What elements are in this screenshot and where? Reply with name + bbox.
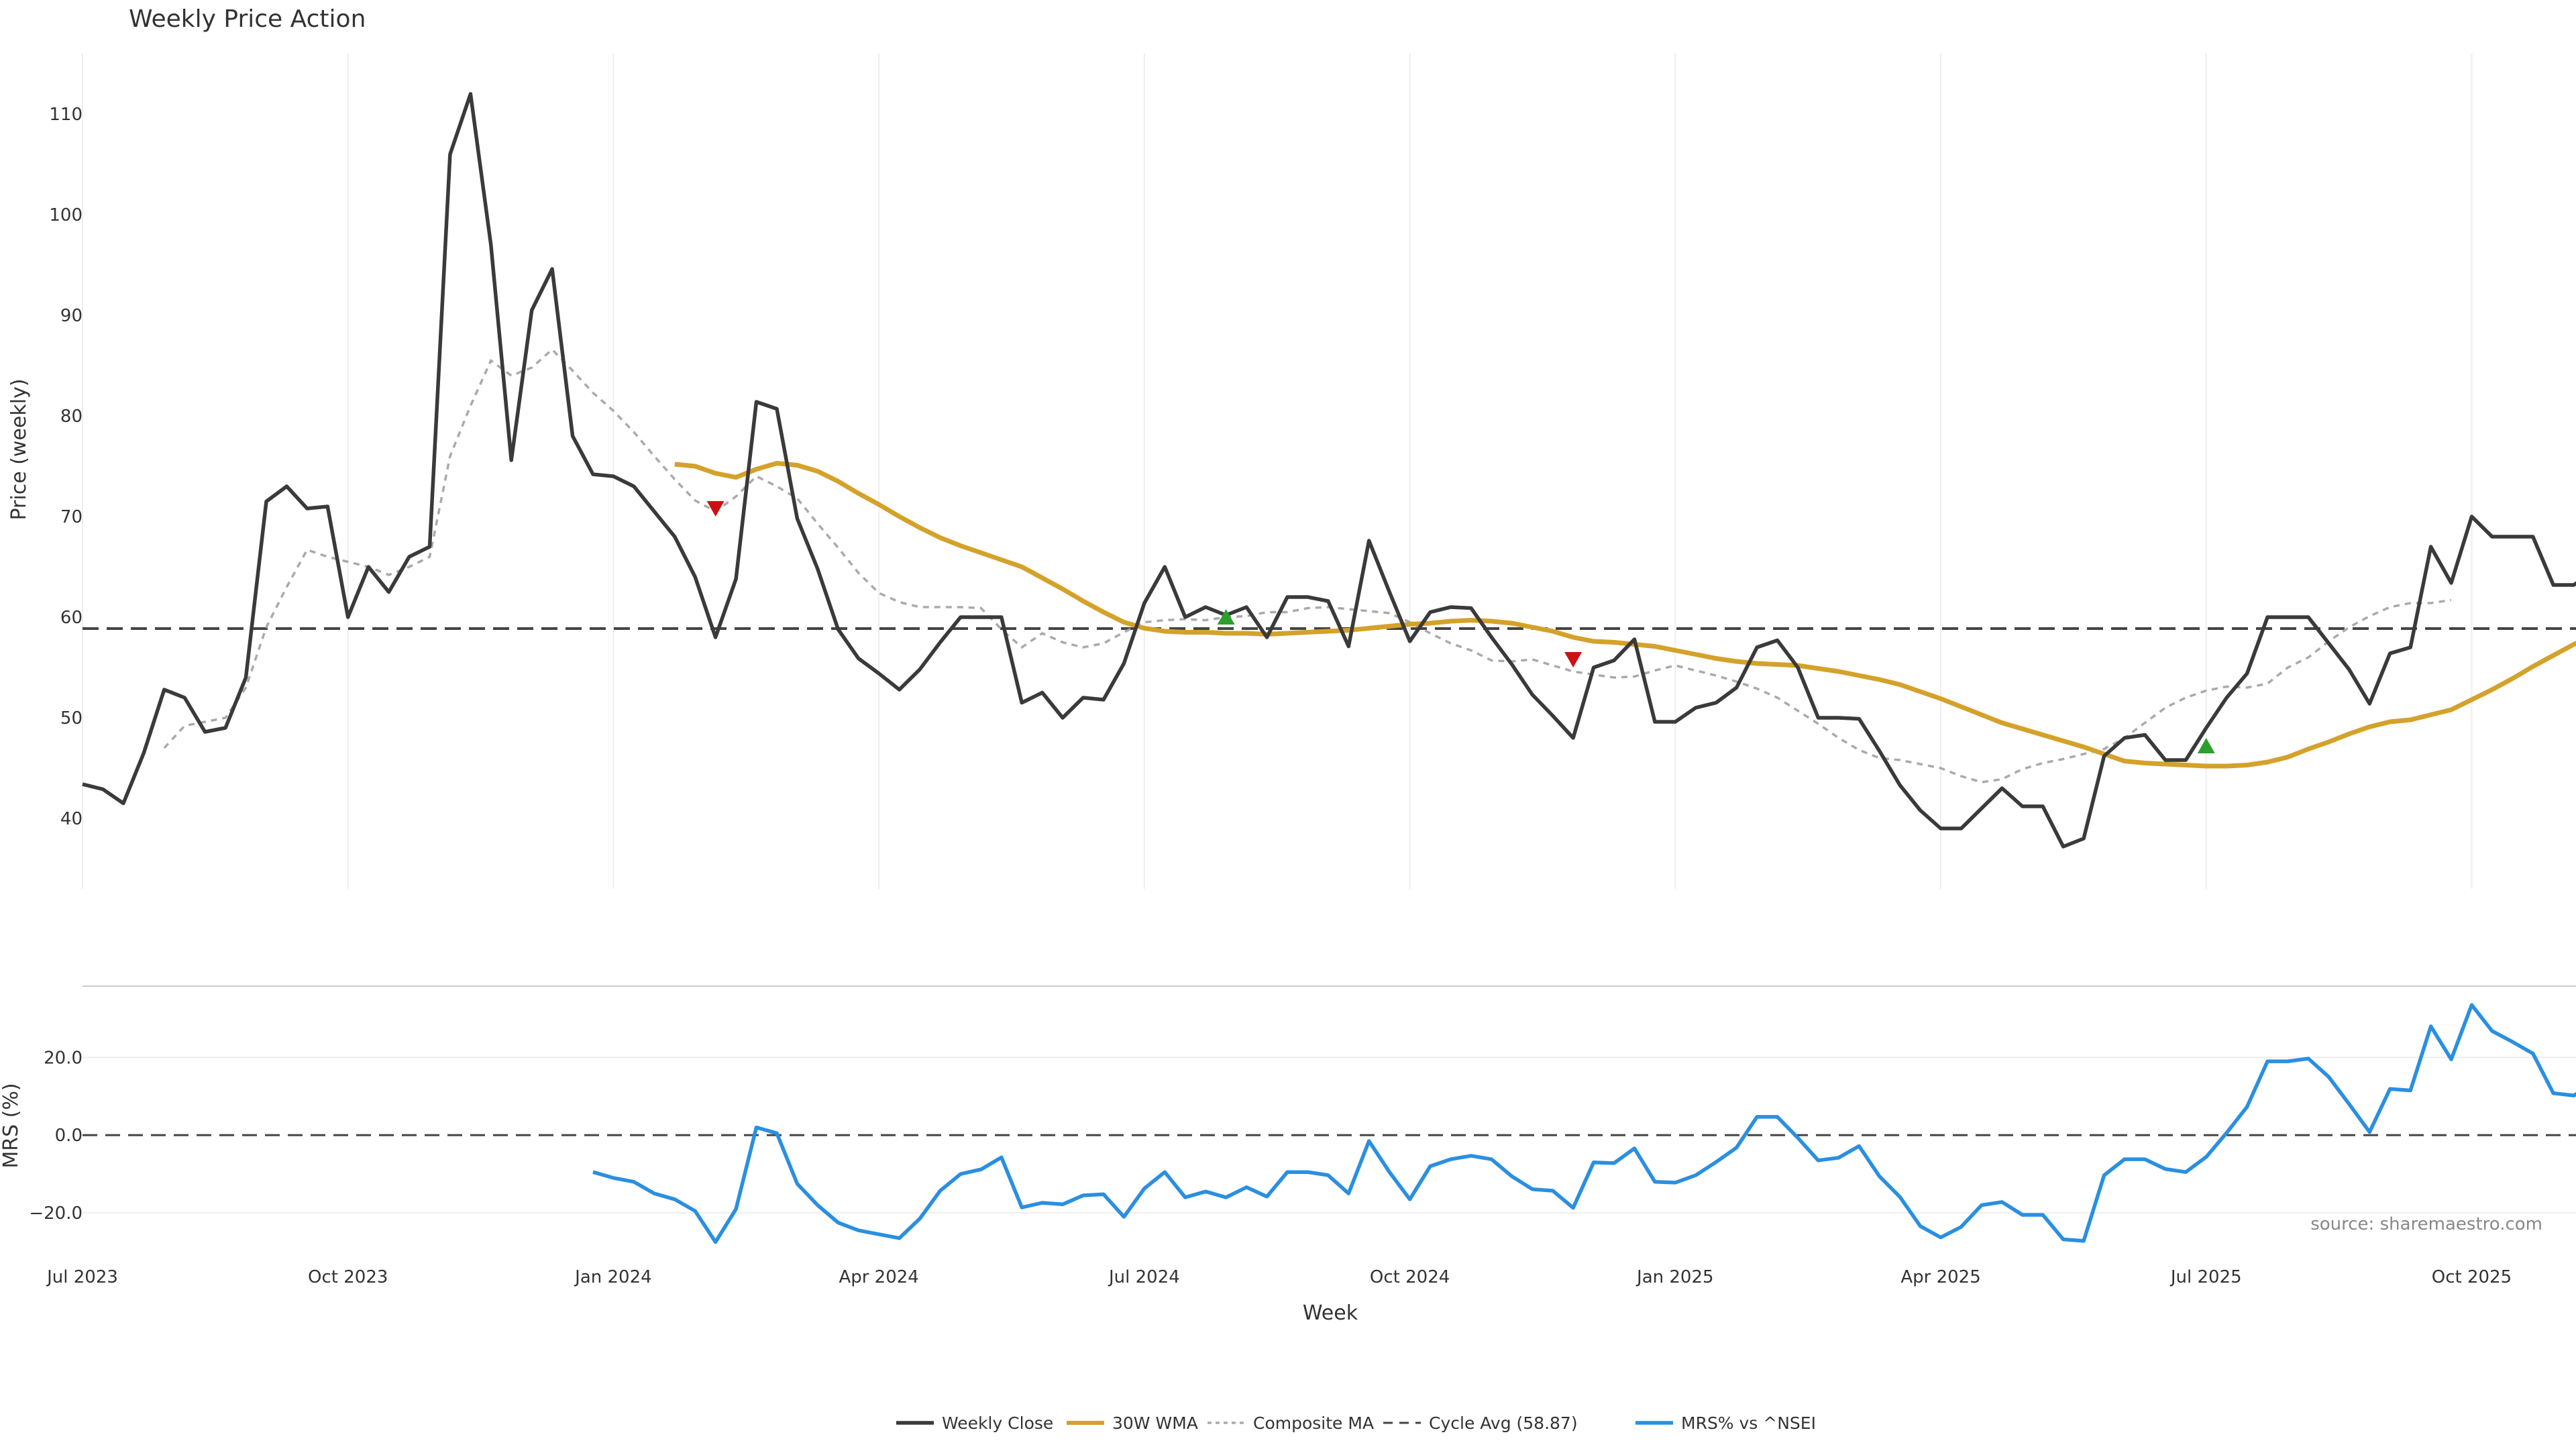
sell-signal-marker <box>706 501 724 517</box>
x-tick-label: Jul 2025 <box>2169 1267 2242 1287</box>
price-y-tick-label: 60 <box>60 608 83 628</box>
x-axis-label: Week <box>1303 1301 1358 1325</box>
x-tick-label: Jul 2024 <box>1108 1267 1180 1287</box>
x-tick-label: Oct 2025 <box>2432 1267 2512 1287</box>
legend-label: Composite MA <box>1253 1413 1374 1433</box>
buy-signal-marker <box>2197 738 2215 753</box>
x-tick-label: Jan 2024 <box>574 1267 652 1287</box>
mrs-y-axis-label: MRS (%) <box>0 1083 23 1168</box>
mrs-y-tick-label: 20.0 <box>44 1048 83 1068</box>
source-note: source: sharemaestro.com <box>2310 1214 2542 1234</box>
legend-label: MRS% vs ^NSEI <box>1681 1413 1816 1433</box>
x-tick-label: Apr 2024 <box>839 1267 918 1287</box>
price-panel-grid <box>82 54 2473 889</box>
x-tick-labels: Jul 2023 Oct 2023 Jan 2024 Apr 2024 Jul 2024… <box>46 1267 2512 1287</box>
sell-signal-marker <box>1564 652 1582 667</box>
wma-30w-line <box>674 460 2576 769</box>
signal-markers <box>706 501 2215 753</box>
price-y-tick-label: 50 <box>60 708 83 729</box>
mrs-panel-grid <box>83 1057 2576 1214</box>
price-y-tick-label: 80 <box>60 407 83 427</box>
price-y-ticks: 40 50 60 70 80 90 100 110 <box>49 105 83 829</box>
mrs-y-tick-label: −20.0 <box>29 1203 83 1224</box>
x-tick-label: Jul 2023 <box>46 1267 118 1287</box>
buy-signal-marker <box>1217 609 1235 625</box>
price-y-tick-label: 100 <box>49 205 83 225</box>
composite-ma-line <box>163 347 2452 784</box>
price-y-tick-label: 70 <box>60 507 83 527</box>
mrs-y-tick-label: 0.0 <box>55 1126 83 1146</box>
price-y-tick-label: 90 <box>60 306 83 326</box>
mrs-line <box>592 1003 2576 1244</box>
legend-label: Weekly Close <box>942 1413 1053 1433</box>
x-tick-label: Oct 2023 <box>308 1267 388 1287</box>
chart-title: Weekly Price Action <box>129 5 366 33</box>
x-tick-label: Jan 2025 <box>1635 1267 1714 1287</box>
price-y-axis-label: Price (weekly) <box>7 378 31 520</box>
x-tick-label: Apr 2025 <box>1900 1267 1980 1287</box>
legend-label: Cycle Avg (58.87) <box>1429 1413 1578 1433</box>
mrs-y-ticks: 20.0 0.0 −20.0 <box>29 1048 83 1224</box>
price-y-tick-label: 110 <box>49 105 83 125</box>
legend: Weekly Close 30W WMA Composite MA Cycle Avg… <box>896 1413 1816 1433</box>
weekly-close-line <box>82 92 2576 849</box>
price-y-tick-label: 40 <box>60 809 83 829</box>
x-tick-label: Oct 2024 <box>1370 1267 1450 1287</box>
legend-label: 30W WMA <box>1112 1413 1198 1433</box>
